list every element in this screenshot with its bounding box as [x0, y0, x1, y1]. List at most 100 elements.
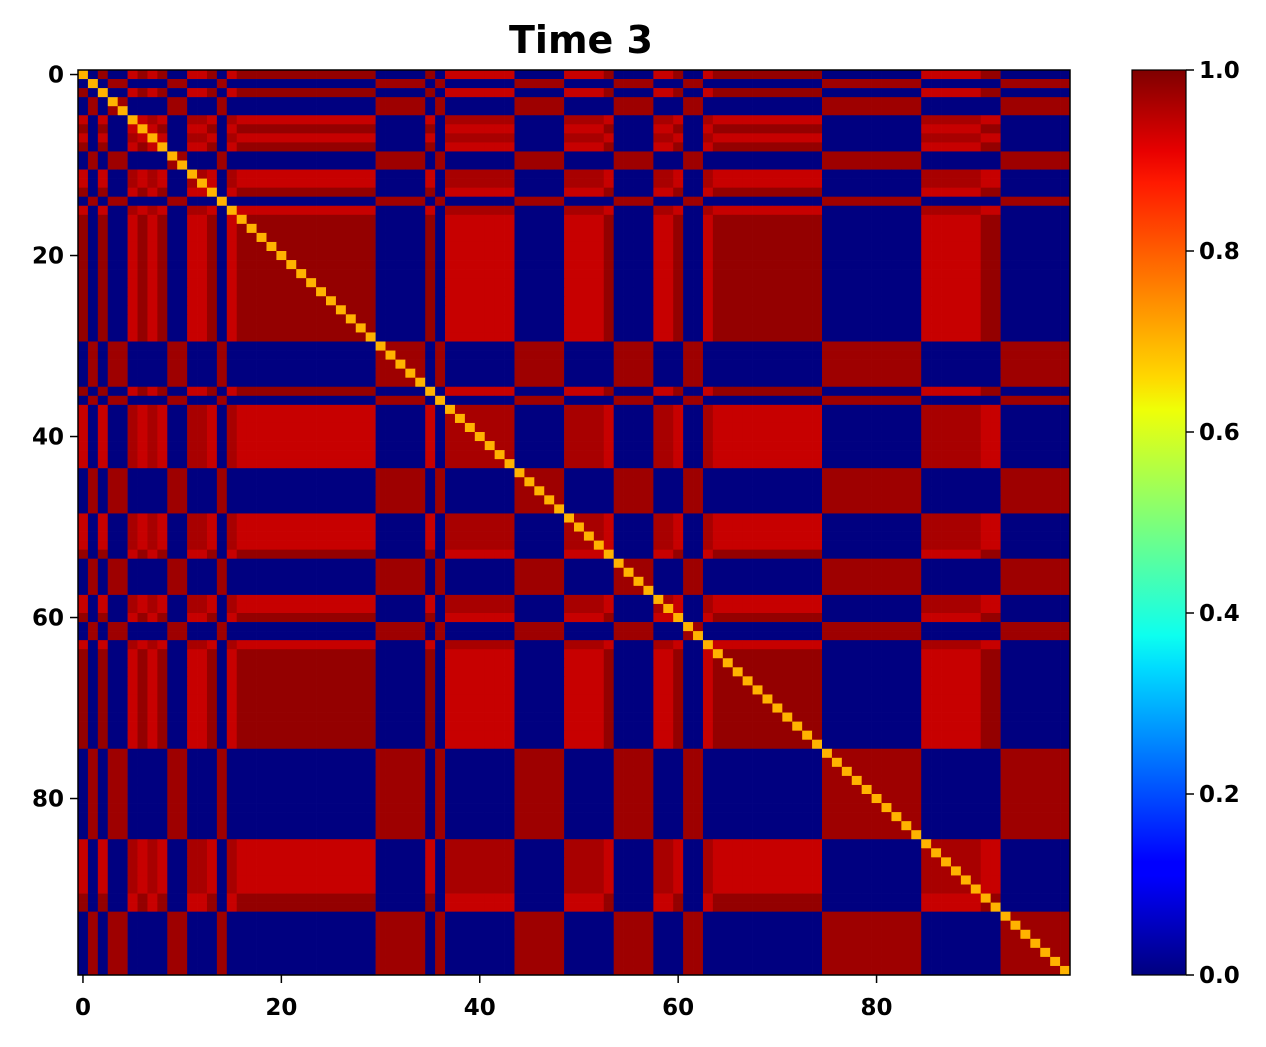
heatmap-cell: [167, 486, 178, 496]
heatmap-cell: [137, 169, 148, 179]
heatmap-cell: [891, 214, 902, 225]
heatmap-cell: [583, 251, 595, 261]
heatmap-cell: [246, 386, 257, 397]
heatmap-cell: [593, 223, 605, 234]
heatmap-cell: [812, 151, 823, 161]
heatmap-cell: [752, 214, 763, 225]
heatmap-cell: [623, 251, 634, 261]
heatmap-cell: [673, 241, 684, 252]
heatmap-cell: [256, 450, 267, 460]
heatmap-cell: [405, 133, 416, 143]
heatmap-cell: [107, 314, 119, 324]
heatmap-cell: [1020, 178, 1031, 188]
heatmap-cell: [564, 368, 575, 379]
heatmap-cell: [613, 432, 624, 442]
heatmap-cell: [474, 223, 486, 234]
heatmap-cell: [454, 241, 466, 252]
heatmap-cell: [712, 477, 724, 487]
heatmap-cell: [544, 441, 555, 451]
heatmap-cell: [812, 106, 823, 116]
heatmap-cell: [435, 477, 446, 487]
heatmap-cell: [147, 278, 158, 288]
heatmap-cell: [782, 386, 793, 397]
heatmap-cell: [454, 513, 466, 523]
heatmap-cell: [812, 441, 823, 451]
heatmap-cell: [97, 133, 109, 143]
heatmap-cell: [405, 260, 416, 270]
heatmap-cell: [326, 151, 337, 161]
heatmap-cell: [395, 187, 406, 198]
heatmap-cell: [355, 160, 367, 170]
heatmap-cell: [256, 314, 267, 324]
heatmap-cell: [345, 486, 357, 496]
heatmap-cell: [673, 395, 684, 406]
heatmap-cell: [782, 332, 793, 342]
heatmap-cell: [950, 459, 962, 469]
heatmap-cell: [911, 314, 922, 324]
heatmap-cell: [693, 513, 704, 523]
heatmap-cell: [445, 450, 456, 460]
heatmap-cell: [326, 70, 337, 80]
heatmap-cell: [1050, 422, 1061, 433]
heatmap-cell: [881, 223, 892, 234]
heatmap-cell: [1030, 178, 1041, 188]
heatmap-cell: [663, 368, 674, 379]
heatmap-cell: [385, 287, 396, 297]
heatmap-cell: [702, 377, 714, 388]
heatmap-cell: [514, 404, 525, 415]
heatmap-cell: [236, 287, 247, 297]
heatmap-cell: [663, 441, 674, 451]
heatmap-cell: [266, 377, 277, 388]
heatmap-cell: [822, 214, 833, 225]
heatmap-cell: [415, 486, 426, 496]
heatmap-cell: [177, 332, 188, 342]
heatmap-cell: [613, 314, 624, 324]
heatmap-cell: [276, 432, 287, 442]
heatmap-cell: [1060, 142, 1071, 152]
heatmap-cell: [782, 214, 793, 225]
heatmap-cell: [187, 287, 198, 297]
heatmap-cell: [335, 314, 347, 324]
heatmap-cell: [841, 332, 853, 342]
heatmap-cell: [752, 205, 763, 216]
heatmap-cell: [921, 142, 932, 152]
heatmap-cell: [712, 214, 724, 225]
heatmap-cell: [484, 350, 495, 360]
heatmap-cell: [891, 314, 902, 324]
heatmap-cell: [425, 196, 436, 207]
heatmap-cell: [375, 386, 386, 397]
heatmap-cell: [385, 422, 396, 433]
heatmap-cell: [524, 377, 535, 388]
heatmap-cell: [187, 205, 198, 216]
heatmap-cell: [881, 278, 892, 288]
heatmap-cell: [187, 432, 198, 442]
heatmap-cell: [851, 241, 863, 252]
heatmap-cell: [812, 214, 823, 225]
heatmap-cell: [127, 241, 138, 252]
heatmap-cell: [871, 404, 882, 415]
heatmap-cell: [197, 205, 208, 216]
heatmap-cell: [871, 79, 882, 89]
heatmap-cell: [554, 251, 565, 261]
heatmap-cell: [524, 151, 535, 161]
heatmap-cell: [236, 495, 247, 505]
heatmap-cell: [167, 513, 178, 523]
heatmap-cell: [911, 350, 922, 360]
heatmap-cell: [266, 178, 277, 188]
heatmap-cell: [1050, 178, 1061, 188]
heatmap-cell: [187, 314, 198, 324]
heatmap-cell: [78, 269, 89, 279]
heatmap-cell: [415, 413, 426, 424]
heatmap-cell: [881, 296, 892, 306]
heatmap-cell: [683, 504, 694, 514]
heatmap-cell: [802, 323, 813, 333]
heatmap-cell: [970, 187, 982, 198]
heatmap-cell: [653, 106, 664, 116]
heatmap-cell: [663, 450, 674, 460]
heatmap-cell: [732, 377, 743, 388]
heatmap-cell: [752, 169, 763, 179]
heatmap-cell: [276, 332, 287, 342]
heatmap-cell: [1000, 142, 1011, 152]
heatmap-cell: [197, 214, 208, 225]
heatmap-cell: [921, 88, 932, 98]
